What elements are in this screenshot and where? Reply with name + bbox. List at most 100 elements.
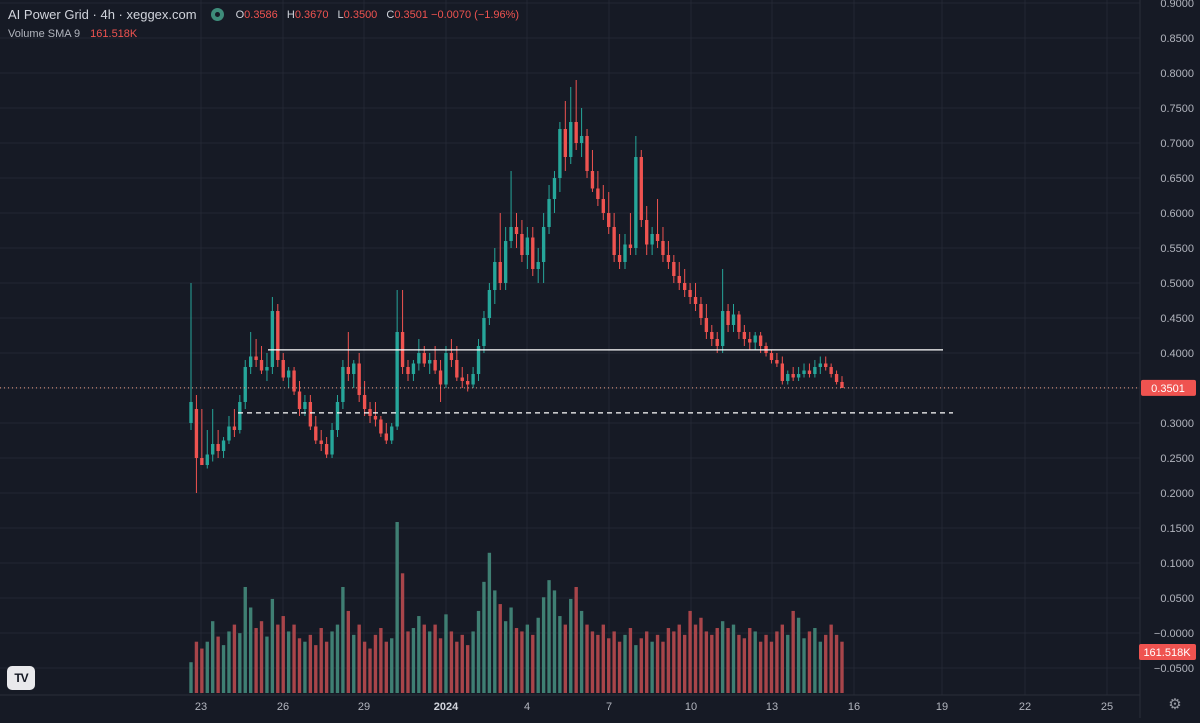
- volume-bar: [596, 634, 600, 693]
- volume-bar: [612, 631, 616, 693]
- candle-body: [737, 314, 741, 332]
- volume-bar: [677, 624, 681, 693]
- time-tick-label: 26: [277, 701, 289, 713]
- volume-bar: [259, 621, 264, 693]
- volume-bar: [211, 621, 215, 693]
- candle-body: [276, 311, 280, 360]
- volume-bar: [498, 604, 502, 693]
- volume-bar: [449, 631, 454, 693]
- candle-body: [476, 346, 481, 374]
- candle-body: [303, 402, 307, 409]
- candle-body: [650, 234, 654, 245]
- candle-body: [623, 244, 627, 262]
- volume-bar: [303, 641, 307, 693]
- candle-body: [634, 157, 638, 248]
- volume-bar: [569, 598, 573, 693]
- candle-body: [704, 318, 709, 332]
- volume-bar: [243, 586, 247, 693]
- price-tick-label: 0.8500: [1160, 33, 1194, 45]
- candle-body: [824, 363, 828, 367]
- current-price-label: 0.3501: [1151, 383, 1185, 395]
- candle-body: [796, 374, 801, 378]
- candle-body: [536, 262, 540, 269]
- volume-bar: [357, 624, 361, 693]
- symbol-title[interactable]: AI Power Grid · 4h · xeggex.com: [8, 7, 197, 22]
- price-tick-label: 0.6500: [1160, 173, 1194, 185]
- volume-bar: [335, 624, 340, 693]
- candle-body: [813, 367, 817, 374]
- volume-legend[interactable]: Volume SMA 9 161.518K: [8, 28, 137, 40]
- volume-bar: [726, 628, 730, 693]
- candle-body: [612, 227, 616, 255]
- volume-label: Volume SMA 9: [8, 28, 81, 40]
- tradingview-logo-icon[interactable]: TV: [7, 666, 35, 690]
- candle-body: [579, 136, 584, 143]
- price-tick-label: 0.1500: [1160, 523, 1194, 535]
- candle-body: [211, 444, 215, 455]
- volume-layer: [189, 522, 844, 693]
- time-tick-label: 16: [848, 701, 860, 713]
- volume-bar: [286, 631, 291, 693]
- volume-bar: [775, 631, 779, 693]
- candle-body: [769, 353, 774, 360]
- candle-body: [335, 402, 340, 430]
- time-tick-label: 25: [1101, 701, 1113, 713]
- candle-body: [682, 283, 687, 290]
- volume-bar: [563, 624, 568, 693]
- volume-bar: [314, 645, 318, 693]
- time-tick-label: 29: [358, 701, 370, 713]
- volume-bar: [688, 610, 692, 693]
- volume-bar: [422, 624, 426, 693]
- candle-body: [531, 237, 535, 269]
- candle-body: [368, 409, 372, 416]
- candle-body: [308, 402, 313, 427]
- candle-body: [221, 440, 226, 451]
- candle-body: [525, 237, 530, 255]
- volume-bar: [428, 631, 432, 693]
- volume-bar: [444, 614, 448, 693]
- candle-body: [780, 363, 785, 381]
- volume-bar: [764, 634, 768, 693]
- candle-body: [748, 339, 752, 343]
- candle-body: [362, 395, 367, 409]
- price-tick-label: 0.5000: [1160, 278, 1194, 290]
- candle-body: [552, 178, 557, 199]
- volume-bar: [758, 641, 763, 693]
- time-tick-label: 4: [524, 701, 530, 713]
- candle-body: [194, 409, 199, 458]
- candle-body: [341, 367, 345, 402]
- price-tick-label: 0.7500: [1160, 103, 1194, 115]
- candle-body: [514, 227, 519, 234]
- candle-body: [270, 311, 275, 367]
- volume-bar: [813, 628, 817, 693]
- time-tick-label: 2024: [434, 701, 459, 713]
- candle-body: [590, 171, 595, 189]
- candle-body: [471, 374, 475, 385]
- price-tick-label: 0.4500: [1160, 313, 1194, 325]
- volume-bar: [704, 631, 709, 693]
- volume-bar: [601, 624, 605, 693]
- volume-bar: [297, 638, 302, 693]
- volume-bar: [493, 590, 497, 693]
- ohlc-close-value: 0.3501 −0.0070 (−1.96%): [394, 8, 520, 21]
- candle-body: [379, 419, 383, 434]
- volume-bar: [818, 641, 822, 693]
- price-tick-label: 0.4000: [1160, 348, 1194, 360]
- candle-body: [384, 433, 388, 441]
- volume-bar: [270, 598, 275, 693]
- gear-icon[interactable]: ⚙: [1168, 696, 1182, 713]
- volume-bar: [514, 628, 519, 693]
- candle-body: [802, 370, 806, 374]
- candle-body: [189, 402, 193, 423]
- volume-bar: [552, 590, 557, 693]
- time-tick-label: 19: [936, 701, 948, 713]
- candle-body: [460, 377, 464, 381]
- candle-body: [411, 363, 416, 374]
- volume-bar: [748, 628, 752, 693]
- candle-body: [758, 335, 763, 346]
- candle-body: [541, 227, 546, 262]
- lines-layer: [0, 349, 1140, 414]
- candle-body: [292, 370, 296, 392]
